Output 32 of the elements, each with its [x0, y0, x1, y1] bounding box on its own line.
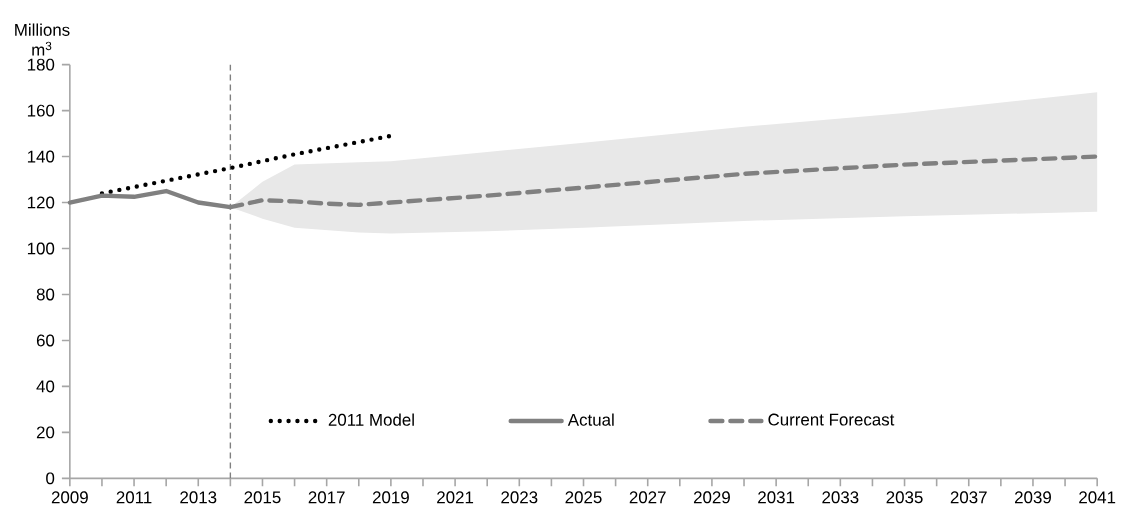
line-series	[99, 133, 394, 196]
y-tick-label: 100	[27, 242, 55, 255]
x-tick-label: 2021	[437, 491, 474, 504]
y-axis-title: Millions m$^{3}$	[15, 23, 70, 56]
x-tick-label: 2015	[244, 491, 281, 504]
y-tick-label: 80	[36, 288, 55, 301]
x-tick-label: 2037	[950, 491, 987, 504]
y-tick-label: 160	[27, 104, 55, 117]
legend-label: Actual	[567, 413, 614, 426]
y-tick-label: 140	[27, 150, 55, 163]
x-tick-label: 2033	[822, 491, 859, 504]
x-tick-label: 2031	[758, 491, 795, 504]
x-tick-label: 2023	[501, 491, 538, 504]
y-tick-label: 20	[36, 426, 55, 439]
legend-label: Current Forecast	[768, 413, 895, 426]
x-tick-label: 2027	[629, 491, 666, 504]
y-tick-label: 180	[27, 58, 55, 71]
x-tick-label: 2035	[886, 491, 923, 504]
x-tick-label: 2009	[51, 491, 88, 504]
x-tick-label: 2029	[693, 491, 730, 504]
y-tick-label: 60	[36, 334, 55, 347]
x-tick-label: 2019	[372, 491, 409, 504]
x-tick-label: 2011	[116, 491, 152, 504]
x-tick-label: 2039	[1015, 491, 1051, 504]
y-tick-label: 0	[46, 472, 55, 485]
x-tick-label: 2013	[180, 491, 217, 504]
x-tick-label: 2017	[308, 491, 345, 504]
legend-label: 2011 Model	[328, 413, 414, 426]
y-tick-label: 120	[27, 196, 55, 209]
y-tick-label: 40	[36, 380, 55, 393]
x-tick-label: 2041	[1079, 491, 1116, 504]
x-tick-label: 2025	[565, 491, 602, 504]
